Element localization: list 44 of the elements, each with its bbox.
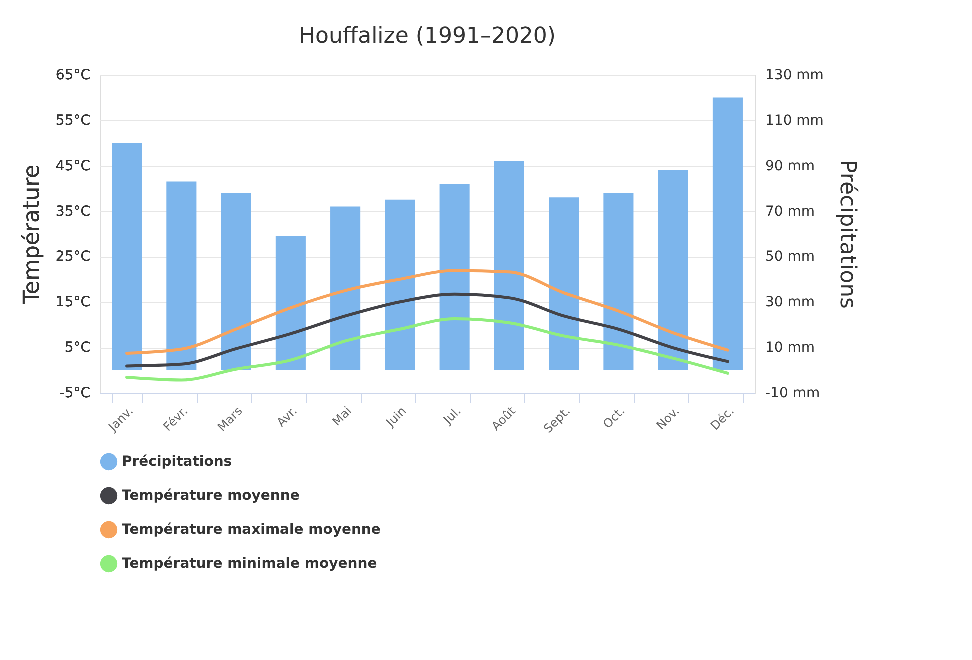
y-tick-label: 45°C xyxy=(56,158,91,174)
y2-tick-label: -10 mm xyxy=(766,386,820,402)
bar xyxy=(494,161,524,370)
line-series xyxy=(126,292,730,368)
bar xyxy=(549,198,580,370)
y-tick-label: 25°C xyxy=(56,249,91,266)
bar xyxy=(330,206,361,370)
legend-label: Température maximale moyenne xyxy=(122,522,381,538)
y-axis-title: Température xyxy=(20,164,45,306)
bar xyxy=(276,236,306,370)
bar xyxy=(440,184,470,370)
y2-tick-label: 30 mm xyxy=(766,294,816,311)
y2-tick-label: 130 mm xyxy=(766,68,824,84)
bar xyxy=(658,170,688,370)
y-tick-label: 35°C xyxy=(56,204,91,220)
line-series xyxy=(126,269,730,355)
y2-tick-label: 50 mm xyxy=(766,249,816,266)
chart-title: Houffalize (1991–2020) xyxy=(298,24,556,49)
y2-tick-label: 70 mm xyxy=(766,204,816,220)
x-tick-label: Nov. xyxy=(654,404,682,433)
y2-tick-label: 90 mm xyxy=(766,158,816,174)
y2-tick-label: 110 mm xyxy=(766,112,824,129)
bar xyxy=(712,98,743,370)
y2-axis-title: Précipitations xyxy=(834,160,860,309)
line-series xyxy=(126,317,730,382)
bar xyxy=(166,182,197,370)
y2-tick-label: 10 mm xyxy=(766,340,816,356)
bar xyxy=(604,193,634,370)
y-tick-label: 55°C xyxy=(56,112,91,129)
legend-label: Précipitations xyxy=(122,454,232,470)
y-tick-label: 15°C xyxy=(56,294,91,311)
legend-label: Température minimale moyenne xyxy=(122,556,378,572)
x-tick-label: Jul. xyxy=(440,404,464,428)
bar xyxy=(221,193,252,370)
y-tick-label: -5°C xyxy=(60,386,91,402)
x-tick-label: Oct. xyxy=(600,404,628,432)
legend-label: Température moyenne xyxy=(122,488,300,504)
y-tick-label: 5°C xyxy=(64,340,91,356)
x-tick-label: Avr. xyxy=(274,404,300,430)
x-tick-label: Déc. xyxy=(708,404,737,434)
y-tick-label: 65°C xyxy=(56,68,91,84)
x-tick-label: Mai xyxy=(330,404,355,429)
bar xyxy=(112,143,142,370)
bar xyxy=(385,200,416,370)
